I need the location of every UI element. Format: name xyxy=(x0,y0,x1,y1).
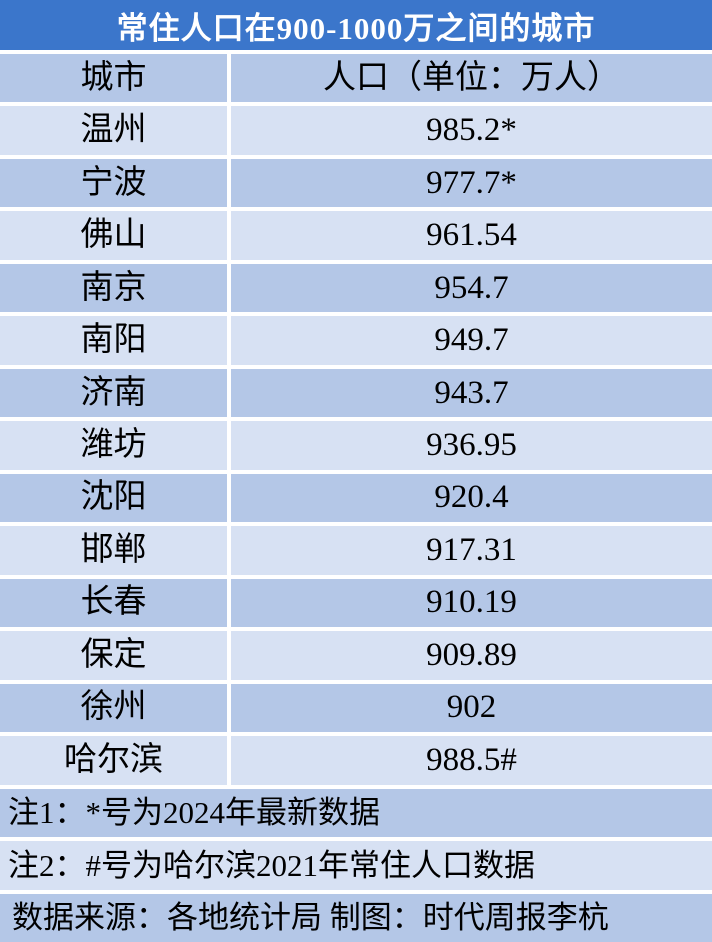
city-cell: 温州 xyxy=(0,106,227,155)
city-cell: 沈阳 xyxy=(0,473,227,523)
population-column-header: 人口（单位：万人） xyxy=(231,54,712,103)
city-cell: 南阳 xyxy=(0,316,227,365)
note-2-text: 注2：#号为哈尔滨2021年常住人口数据 xyxy=(0,841,712,890)
population-cell: 988.5# xyxy=(231,736,712,785)
note-1-text: 注1：*号为2024年最新数据 xyxy=(0,788,712,838)
city-cell: 邯郸 xyxy=(0,526,227,575)
population-cell: 910.19 xyxy=(231,578,712,628)
source-text: 数据来源：各地统计局 制图：时代周报李杭 xyxy=(0,893,712,942)
population-cell: 977.7* xyxy=(231,158,712,208)
city-column-header: 城市 xyxy=(0,54,227,103)
page-title: 常住人口在900-1000万之间的城市 xyxy=(0,0,712,50)
table-row: 邯郸 917.31 xyxy=(0,526,712,575)
city-cell: 潍坊 xyxy=(0,421,227,470)
city-cell: 佛山 xyxy=(0,211,227,260)
table-row: 佛山 961.54 xyxy=(0,211,712,260)
table-row: 南阳 949.7 xyxy=(0,316,712,365)
city-cell: 哈尔滨 xyxy=(0,736,227,785)
population-cell: 936.95 xyxy=(231,421,712,470)
table-row: 宁波 977.7* xyxy=(0,158,712,208)
table-row: 长春 910.19 xyxy=(0,578,712,628)
note-row-1: 注1：*号为2024年最新数据 xyxy=(0,788,712,838)
table-row: 沈阳 920.4 xyxy=(0,473,712,523)
population-cell: 917.31 xyxy=(231,526,712,575)
table-row: 徐州 902 xyxy=(0,683,712,733)
population-cell: 949.7 xyxy=(231,316,712,365)
population-cell: 909.89 xyxy=(231,631,712,680)
city-cell: 保定 xyxy=(0,631,227,680)
note-row-2: 注2：#号为哈尔滨2021年常住人口数据 xyxy=(0,841,712,890)
population-cell: 954.7 xyxy=(231,263,712,313)
table-row: 济南 943.7 xyxy=(0,368,712,418)
table-row: 哈尔滨 988.5# xyxy=(0,736,712,785)
source-row: 数据来源：各地统计局 制图：时代周报李杭 xyxy=(0,893,712,942)
population-cell: 920.4 xyxy=(231,473,712,523)
population-cell: 985.2* xyxy=(231,106,712,155)
table-row: 潍坊 936.95 xyxy=(0,421,712,470)
table-row: 温州 985.2* xyxy=(0,106,712,155)
city-cell: 济南 xyxy=(0,368,227,418)
table-row: 保定 909.89 xyxy=(0,631,712,680)
table-header-row: 城市 人口（单位：万人） xyxy=(0,54,712,103)
city-cell: 宁波 xyxy=(0,158,227,208)
table-row: 南京 954.7 xyxy=(0,263,712,313)
city-cell: 徐州 xyxy=(0,683,227,733)
population-cell: 902 xyxy=(231,683,712,733)
population-cell: 961.54 xyxy=(231,211,712,260)
population-cell: 943.7 xyxy=(231,368,712,418)
city-cell: 长春 xyxy=(0,578,227,628)
city-cell: 南京 xyxy=(0,263,227,313)
